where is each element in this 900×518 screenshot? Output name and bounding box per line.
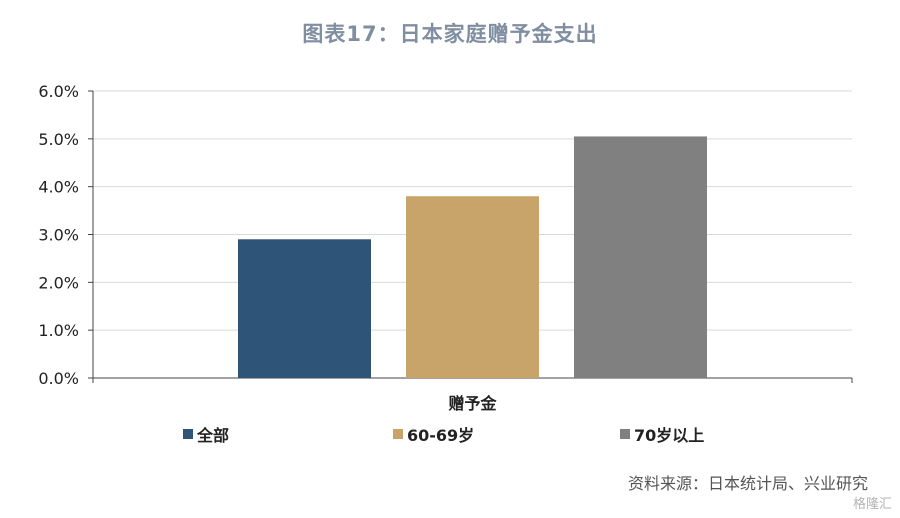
y-tick-label: 3.0%	[38, 226, 79, 245]
bar-3	[574, 136, 707, 378]
y-tick-label: 4.0%	[38, 178, 79, 197]
legend-swatch-60-69	[393, 429, 403, 439]
legend-label-all: 全部	[197, 426, 230, 445]
y-tick-label: 2.0%	[38, 273, 79, 292]
legend-swatch-70plus	[620, 429, 630, 439]
y-tick-label: 1.0%	[38, 321, 79, 340]
source-note: 资料来源：日本统计局、兴业研究	[627, 474, 868, 493]
y-tick-label: 6.0%	[38, 82, 79, 101]
x-category-label: 赠予金	[448, 394, 497, 413]
y-tick-label: 5.0%	[38, 130, 79, 149]
legend-label-70plus: 70岁以上	[634, 426, 705, 445]
legend-swatch-all	[183, 429, 193, 439]
chart-title: 图表17：日本家庭赠予金支出	[302, 22, 598, 46]
y-tick-label: 0.0%	[38, 369, 79, 388]
legend-item-70plus: 70岁以上	[620, 424, 705, 445]
bar-1	[238, 239, 371, 378]
bar-2	[406, 196, 539, 378]
watermark: 格隆汇	[852, 497, 892, 512]
legend-label-60-69: 60-69岁	[407, 426, 475, 445]
legend-item-all: 全部	[183, 424, 230, 445]
legend-item-60-69: 60-69岁	[393, 424, 475, 445]
